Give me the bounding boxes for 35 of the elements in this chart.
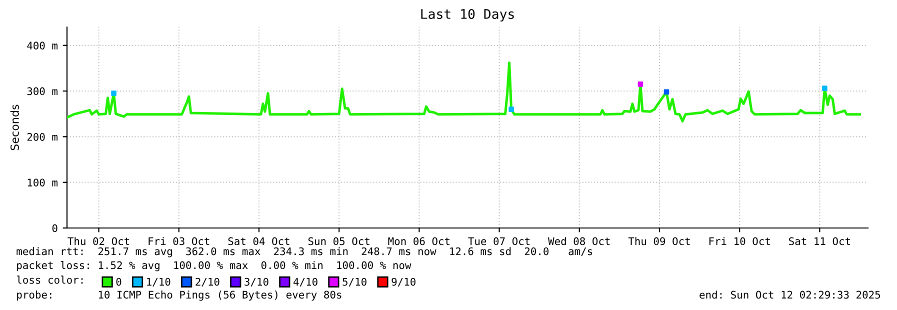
x-tick-label: Fri 10 Oct [709, 237, 770, 246]
text: end: Sun Oct 12 02:29:33 2025 [700, 290, 880, 299]
legend-label: 2/10 [196, 278, 220, 287]
legend-title: loss color: [16, 276, 83, 284]
point [638, 82, 644, 87]
x-tick-label: Sun 05 Oct [308, 237, 370, 246]
legend-label: 0 [116, 278, 122, 286]
y-tick-label: 400 m [27, 42, 58, 50]
legend-label: 3/10 [244, 278, 268, 287]
y-tick-label: 0 [52, 224, 58, 232]
y-tick-label: 300 m [27, 87, 58, 96]
point [111, 90, 116, 96]
x-tick-label: Mon 06 Oct [388, 237, 450, 246]
legend-label: 4/10 [294, 278, 318, 287]
x-tick-label: Sat 11 Oct [789, 237, 850, 246]
x-tick-label: Fri 03 Oct [148, 237, 210, 246]
y-tick-label: 200 m [27, 132, 58, 141]
x-tick-label: Sat 04 Oct [228, 237, 290, 246]
x-tick-label: Tue 07 Oct [468, 237, 530, 246]
legend-label: 9/10 [392, 278, 416, 287]
point [822, 86, 828, 91]
point [664, 89, 670, 95]
y-tick-label: 100 m [28, 178, 58, 186]
point [508, 106, 514, 112]
text: packet loss: 1.52 % avg 100.00 % max 0.00 % min 100.00 % now [17, 261, 412, 272]
legend-label: 1/10 [147, 278, 170, 287]
x-tick-label: Wed 08 Oct [548, 237, 610, 246]
chart-title: Last 10 Days [421, 9, 514, 22]
line-series [67, 61, 861, 122]
x-tick-label: Thu 09 Oct [628, 237, 690, 246]
legend-label: 5/10 [342, 278, 366, 287]
y-axis-title: Seconds [10, 104, 19, 150]
text: probe: 10 ICMP Echo Pings (56 Bytes) every 80s [17, 290, 342, 301]
x-tick-label: Thu 02 Oct [68, 237, 130, 246]
text: median rtt: 251.7 ms avg 362.0 ms max 234.3 ms min 248.7 ms now 12.6 ms sd 20.0 am/s [16, 247, 592, 258]
